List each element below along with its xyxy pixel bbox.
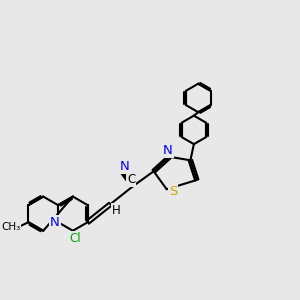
Text: N: N (163, 144, 173, 157)
Text: CH₃: CH₃ (1, 222, 20, 233)
Text: S: S (169, 185, 177, 198)
Text: C: C (127, 173, 135, 187)
Text: Cl: Cl (69, 232, 81, 245)
Text: N: N (119, 160, 129, 172)
Text: N: N (50, 216, 59, 229)
Text: H: H (112, 204, 121, 217)
